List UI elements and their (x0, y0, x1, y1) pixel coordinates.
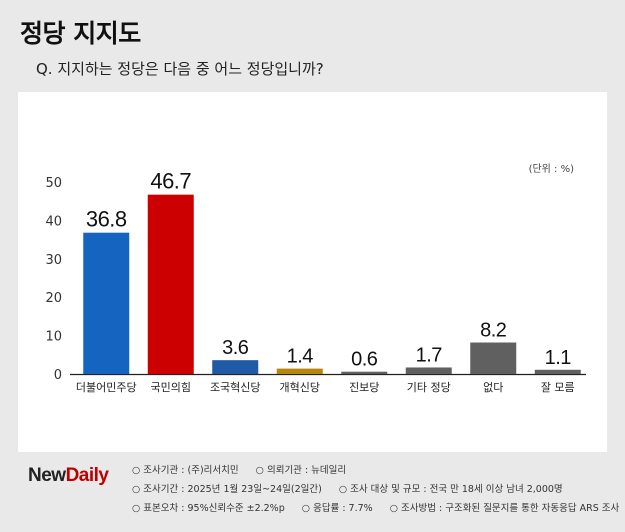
notes-row-2: ○ 조사기간 : 2025년 1월 23일~24일(2일간) ○ 조사 대상 및… (132, 480, 619, 499)
data-label: 1.7 (416, 344, 443, 366)
x-tick-label: 진보당 (349, 381, 379, 394)
data-label: 46.7 (150, 169, 191, 194)
note-period: ○ 조사기간 : 2025년 1월 23일~24일(2일간) (132, 484, 322, 495)
page-title: 정당 지지도 (20, 19, 141, 48)
x-tick-label: 더불어민주당 (76, 381, 137, 394)
x-tick-label: 기타 정당 (407, 381, 451, 394)
x-tick-label: 없다 (483, 381, 503, 394)
bar (147, 194, 194, 374)
y-tick-label: 0 (54, 368, 62, 383)
x-tick-label: 잘 모름 (541, 381, 575, 394)
y-tick-label: 30 (45, 253, 62, 268)
notes-row-3: ○ 표본오차 : 95%신뢰수준 ±2.2%p ○ 응답률 : 7.7% ○ 조… (132, 499, 619, 518)
survey-notes: ○ 조사기관 : (주)리서치민 ○ 의뢰기관 : 뉴데일리 ○ 조사기간 : … (132, 461, 619, 518)
bar (276, 368, 323, 374)
x-tick-label: 국민의힘 (151, 381, 191, 394)
note-response-rate: ○ 응답률 : 7.7% (301, 503, 373, 514)
x-tick-label: 개혁신당 (280, 381, 320, 394)
question-text: Q. 지지하는 정당은 다음 중 어느 정당입니까? (36, 60, 324, 78)
data-label: 8.2 (480, 320, 507, 342)
newdaily-logo: NewDaily (28, 465, 109, 486)
bar-chart: (단위 : %) 0 10 20 30 40 50 36.8 더불어민주당 46.7 국민의힘 3.6… (45, 162, 586, 394)
bar (341, 371, 388, 374)
data-label: 3.6 (222, 337, 249, 359)
y-tick-label: 40 (45, 214, 62, 229)
note-sample: ○ 조사 대상 및 규모 : 전국 만 18세 이상 남녀 2,000명 (338, 484, 563, 495)
data-label: 36.8 (86, 207, 127, 232)
notes-row-1: ○ 조사기관 : (주)리서치민 ○ 의뢰기관 : 뉴데일리 (132, 461, 619, 480)
bar (212, 360, 259, 374)
y-tick-label: 50 (45, 176, 62, 191)
bar (405, 367, 452, 374)
note-error: ○ 표본오차 : 95%신뢰수준 ±2.2%p (132, 503, 285, 514)
bar (470, 342, 517, 374)
y-tick-label: 10 (45, 330, 62, 345)
note-client: ○ 의뢰기관 : 뉴데일리 (255, 465, 347, 476)
data-label: 1.4 (287, 346, 314, 368)
unit-label: (단위 : %) (529, 162, 575, 175)
chart-panel: (단위 : %) 0 10 20 30 40 50 36.8 더불어민주당 46.7 국민의힘 3.6… (18, 92, 607, 452)
y-tick-label: 20 (45, 291, 62, 306)
data-label: 0.6 (351, 349, 378, 371)
note-method: ○ 조사방법 : 구조화된 질문지를 통한 자동응답 ARS 조사 (389, 503, 620, 514)
bar (83, 232, 130, 374)
note-agency: ○ 조사기관 : (주)리서치민 (132, 465, 239, 476)
bar (534, 369, 581, 374)
x-tick-label: 조국혁신당 (210, 381, 261, 394)
data-label: 1.1 (545, 347, 572, 369)
